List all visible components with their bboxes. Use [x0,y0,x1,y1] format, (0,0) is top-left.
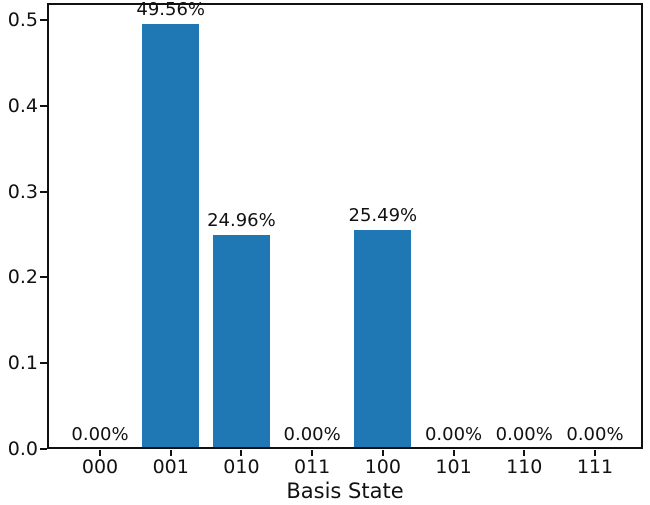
bar-001 [142,24,199,449]
bar-value-label-100: 25.49% [348,205,418,226]
x-tick-label-001: 001 [152,456,189,478]
bar-value-label-101: 0.00% [424,424,483,445]
y-tick-label-0.5: 0.5 [7,9,38,32]
x-tick-mark-011 [311,450,314,456]
x-tick-label-110: 110 [506,456,543,478]
bar-value-label-001: 49.56% [136,0,206,20]
x-tick-mark-001 [169,450,172,456]
x-tick-label-100: 100 [364,456,401,478]
x-tick-label-101: 101 [435,456,472,478]
x-tick-mark-100 [381,450,384,456]
x-axis-label: Basis State [286,479,404,503]
x-tick-label-010: 010 [223,456,260,478]
y-tick-label-0.4: 0.4 [7,94,38,117]
x-tick-mark-000 [99,450,101,456]
bar-010 [213,235,270,449]
y-tick-mark-0.2 [40,276,47,279]
x-tick-label-111: 111 [576,456,614,478]
y-tick-mark-0.4 [40,104,47,107]
x-tick-label-011: 011 [293,456,331,478]
y-tick-label-0.2: 0.2 [7,266,38,289]
y-tick-mark-0.5 [40,19,47,22]
bar-100 [354,230,411,449]
y-tick-label-0.3: 0.3 [7,180,38,203]
x-tick-label-000: 000 [81,456,119,478]
x-tick-mark-110 [523,450,526,456]
y-tick-mark-0.0 [40,448,47,450]
y-tick-mark-0.1 [40,362,47,365]
x-tick-mark-111 [593,450,596,456]
y-tick-mark-0.3 [40,190,47,193]
bar-value-label-000: 0.00% [71,424,129,445]
bar-value-label-010: 24.96% [207,210,276,231]
bar-value-label-011: 0.00% [283,424,341,445]
x-tick-mark-010 [240,450,243,456]
y-tick-label-0.1: 0.1 [7,352,38,375]
bar-value-label-111: 0.00% [566,424,624,445]
y-tick-label-0.0: 0.0 [7,438,38,460]
bar-value-label-110: 0.00% [495,424,553,445]
x-tick-mark-101 [452,450,455,456]
